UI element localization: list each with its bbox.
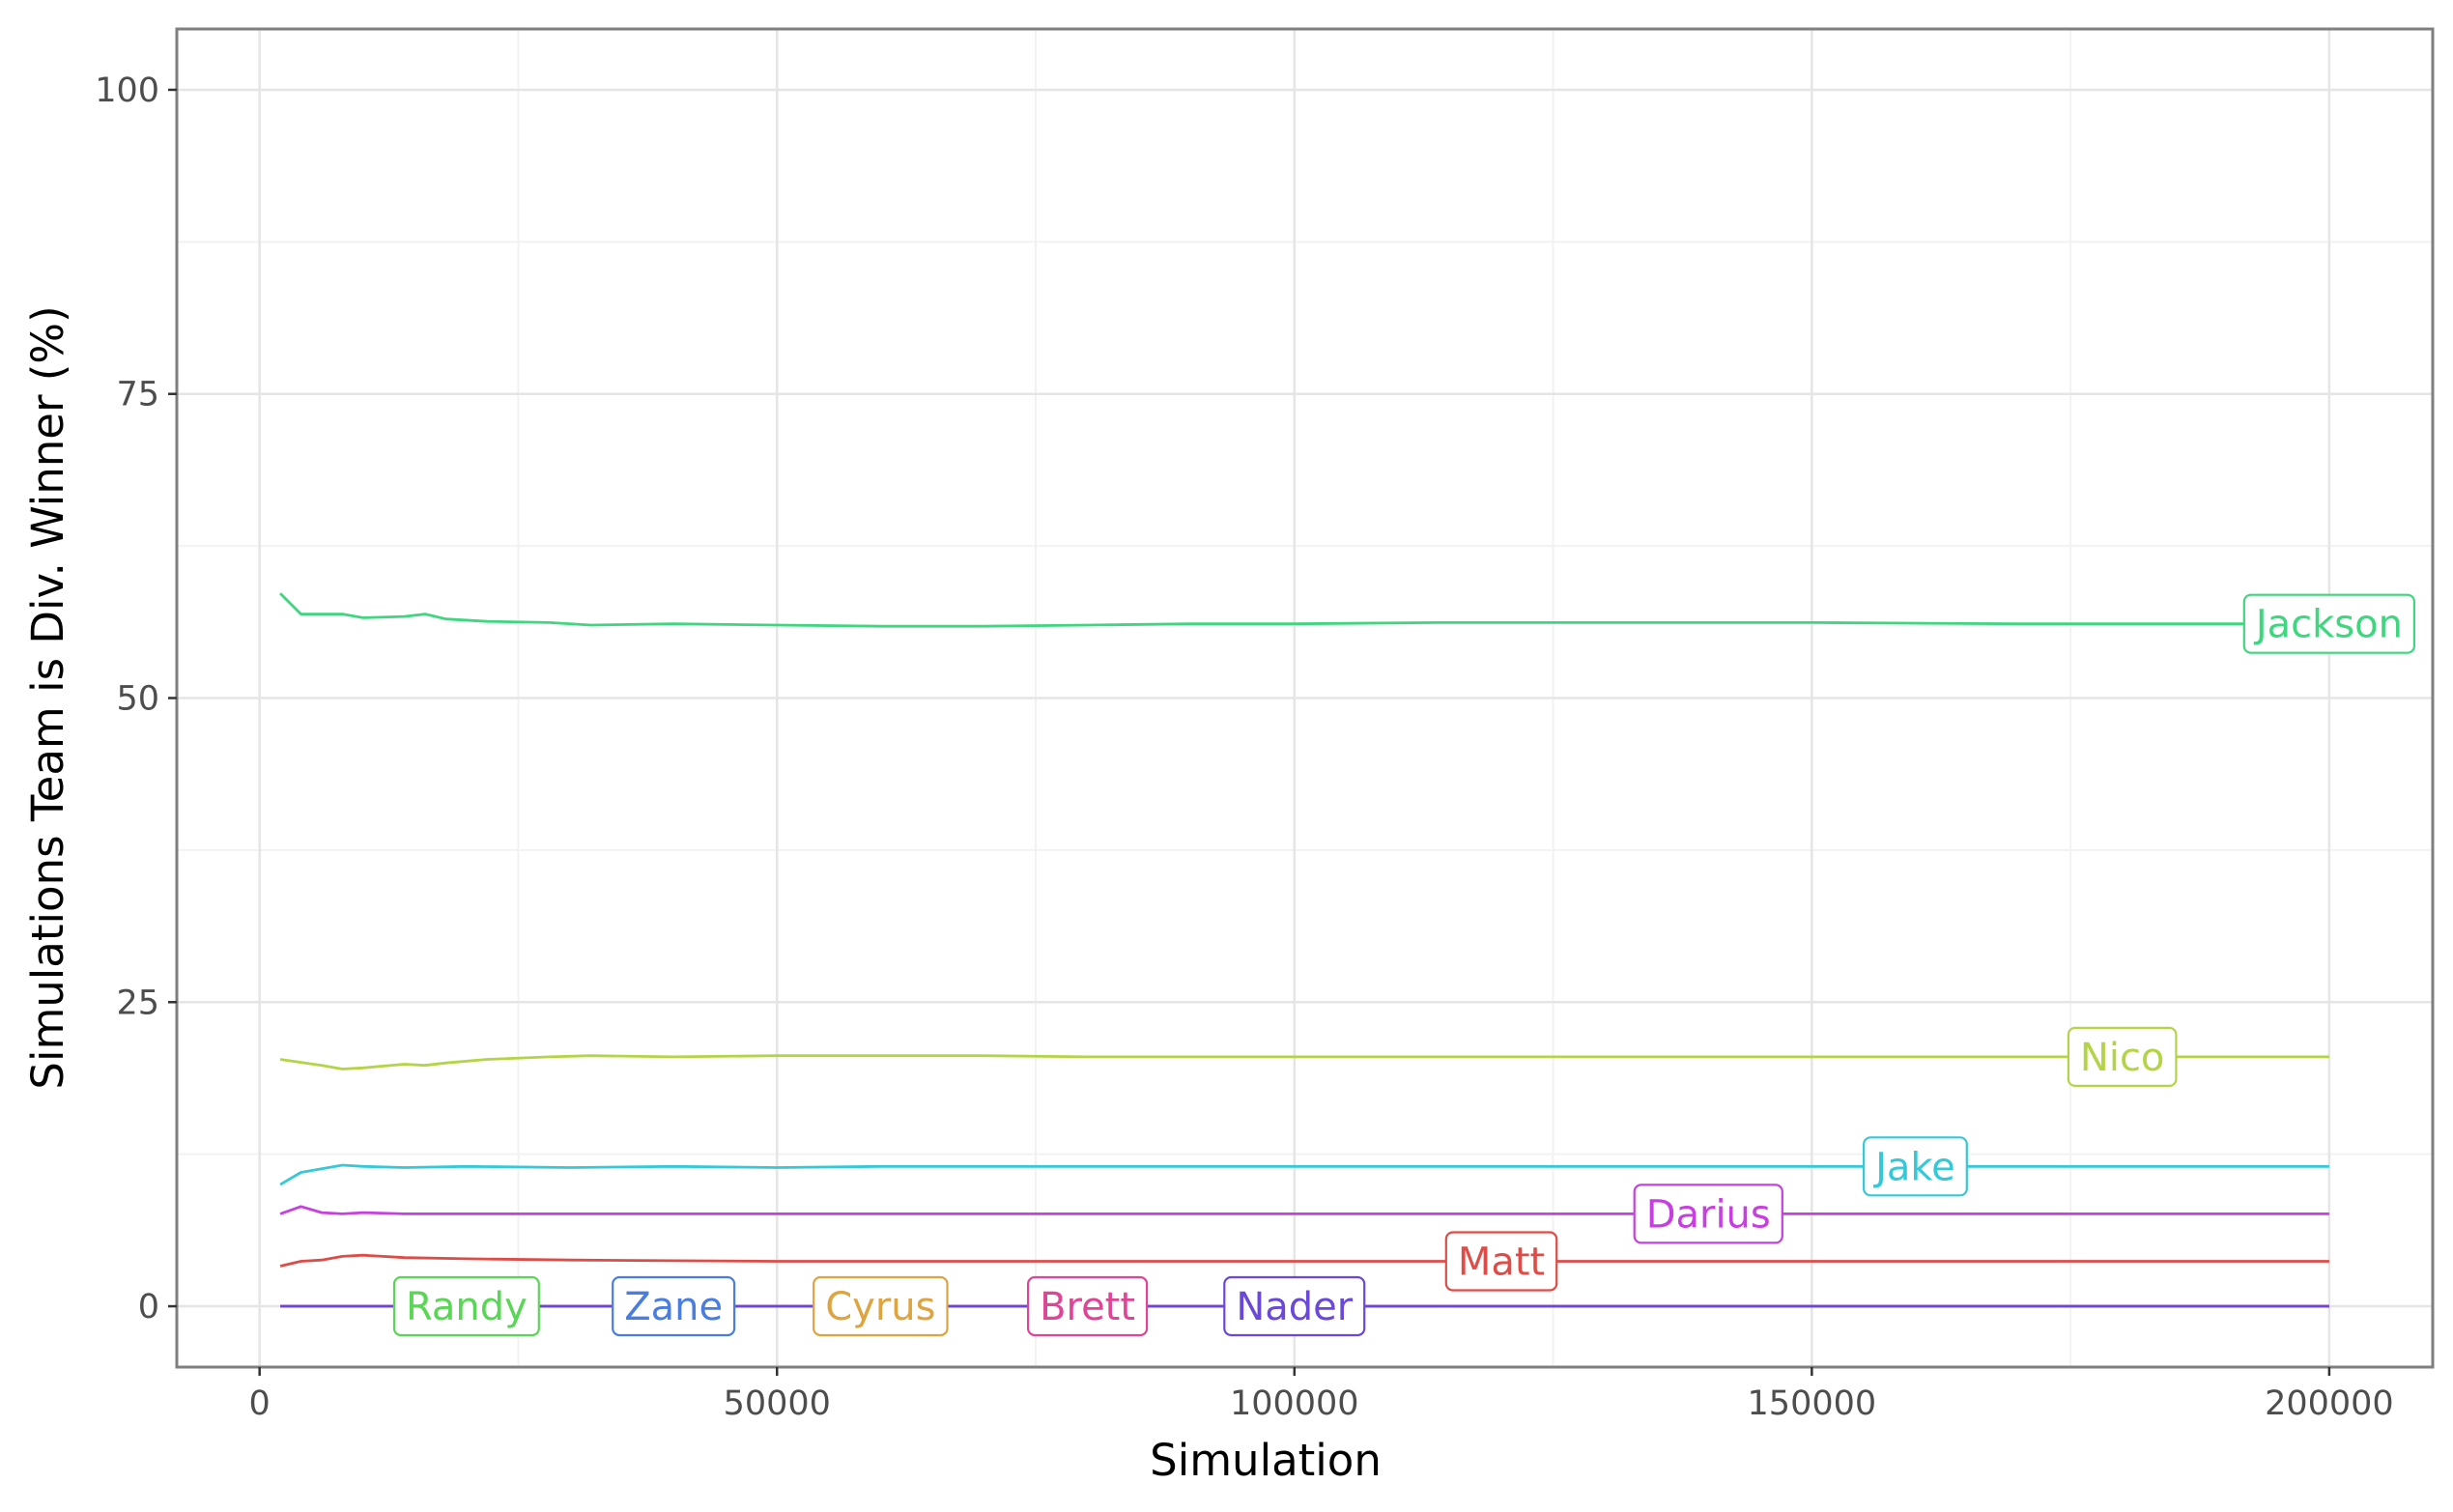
x-tick-label: 50000: [724, 1384, 831, 1423]
series-label-box: [612, 1275, 736, 1337]
series-line-matt: [279, 1253, 2329, 1268]
x-axis-title: Simulation: [1150, 1435, 1382, 1486]
series-line-jake: [279, 1163, 2329, 1186]
series-label-box: [392, 1275, 540, 1337]
series-line-darius: [279, 1205, 2329, 1215]
x-axis-ticks: 0 50000 100000 150000 200000: [249, 1367, 2394, 1423]
y-tick-label: 100: [95, 71, 159, 110]
series-label-text: Randy: [406, 1285, 528, 1329]
y-axis-ticks: 0 25 50 75 100: [95, 71, 177, 1327]
series-label-matt: Matt: [1444, 1231, 1558, 1292]
series-line-jackson: [279, 592, 2329, 628]
series-label-cyrus: Cyrus: [813, 1275, 949, 1337]
series-label-text: Cyrus: [825, 1285, 935, 1329]
series-label-text: Brett: [1040, 1285, 1135, 1329]
series-label-text: Darius: [1646, 1192, 1771, 1237]
series-label-jackson: Jackson: [2242, 593, 2416, 654]
series-label-text: Nader: [1236, 1285, 1353, 1329]
series-label-text: Matt: [1458, 1240, 1545, 1284]
series-labels: Jackson Nico Jake Darius Matt Randy Zane Cyrus B…: [392, 593, 2416, 1337]
y-axis-title: Simulations Team is Div. Winner (%): [22, 305, 73, 1089]
series-label-brett: Brett: [1026, 1275, 1149, 1337]
series-label-nico: Nico: [2067, 1026, 2178, 1088]
series-label-jake: Jake: [1862, 1136, 1968, 1197]
y-tick-label: 50: [116, 680, 159, 719]
series-label-randy: Randy: [392, 1275, 540, 1337]
series-label-text: Jackson: [2253, 603, 2403, 647]
y-tick-label: 0: [138, 1288, 159, 1327]
x-tick-label: 150000: [1748, 1384, 1877, 1423]
series-label-box: [1444, 1231, 1558, 1292]
series-label-box: [1026, 1275, 1149, 1337]
series-label-darius: Darius: [1633, 1184, 1783, 1244]
series-label-box: [1223, 1275, 1366, 1337]
series-label-text: Jake: [1872, 1145, 1955, 1189]
series-label-box: [1633, 1184, 1783, 1244]
series-label-nader: Nader: [1223, 1275, 1366, 1337]
series-label-text: Nico: [2080, 1036, 2165, 1080]
x-tick-label: 100000: [1230, 1384, 1359, 1423]
series-label-box: [1862, 1136, 1968, 1197]
series-line-nico: [279, 1054, 2329, 1070]
x-tick-label: 0: [249, 1384, 271, 1423]
y-tick-label: 75: [116, 376, 159, 414]
x-tick-label: 200000: [2265, 1384, 2394, 1423]
series-label-box: [2242, 593, 2416, 654]
series-label-zane: Zane: [612, 1275, 736, 1337]
y-tick-label: 25: [116, 984, 159, 1022]
series-label-box: [2067, 1026, 2178, 1088]
series-label-text: Zane: [624, 1285, 723, 1329]
series-label-box: [813, 1275, 949, 1337]
